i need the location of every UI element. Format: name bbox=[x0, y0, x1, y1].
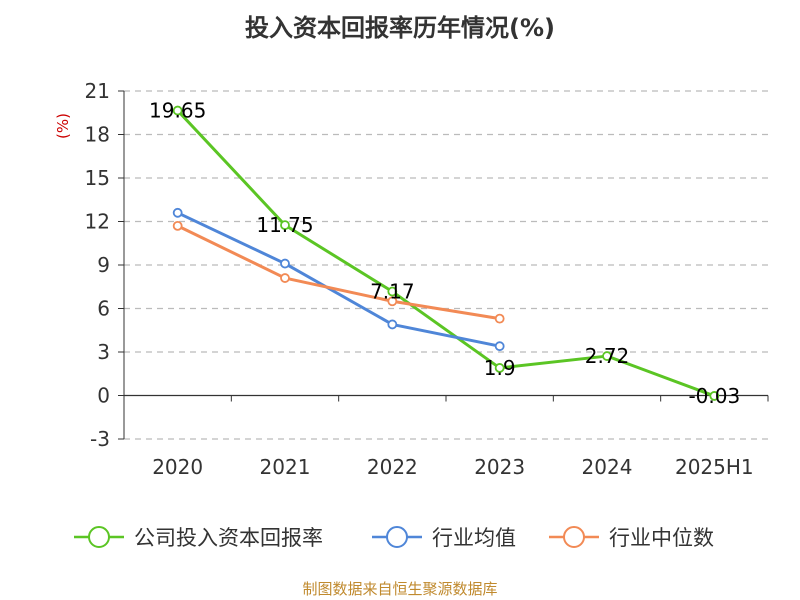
y-tick-label: 12 bbox=[85, 210, 110, 234]
data-label: 1.9 bbox=[484, 356, 516, 380]
y-tick-label: 15 bbox=[85, 166, 110, 190]
x-tick-label: 2025H1 bbox=[675, 455, 754, 479]
line-chart: -3 0 3 6 9 12 15 18 21 2020 2021 2022 2023 2024 2025H1… bbox=[0, 0, 800, 600]
legend-label: 行业均值 bbox=[432, 526, 516, 550]
x-tick-label: 2022 bbox=[367, 455, 418, 479]
data-point bbox=[496, 342, 504, 350]
legend-swatch-marker bbox=[387, 527, 407, 547]
data-point bbox=[496, 315, 504, 323]
data-label: 19.65 bbox=[149, 99, 206, 123]
y-tick-label: 6 bbox=[97, 297, 110, 321]
data-label: 11.75 bbox=[256, 213, 313, 237]
data-point bbox=[174, 222, 182, 230]
x-tick-label: 2020 bbox=[152, 455, 203, 479]
x-tick-label: 2021 bbox=[260, 455, 311, 479]
y-axis-label: (%) bbox=[54, 113, 72, 139]
series-line bbox=[178, 111, 715, 396]
source-note: 制图数据来自恒生聚源数据库 bbox=[0, 578, 800, 599]
series-line bbox=[178, 226, 500, 319]
data-label: 7.17 bbox=[370, 280, 415, 304]
x-tick-label: 2024 bbox=[582, 455, 633, 479]
data-label: 2.72 bbox=[585, 344, 630, 368]
y-tick-label: 9 bbox=[97, 253, 110, 277]
legend-label: 行业中位数 bbox=[609, 526, 714, 550]
y-tick-label: 18 bbox=[85, 123, 110, 147]
y-tick-label: -3 bbox=[90, 427, 110, 451]
y-tick-label: 0 bbox=[97, 384, 110, 408]
series-line bbox=[178, 213, 500, 346]
data-point bbox=[281, 274, 289, 282]
legend-swatch-marker bbox=[564, 527, 584, 547]
y-tick-label: 3 bbox=[97, 340, 110, 364]
y-tick-label: 21 bbox=[85, 79, 110, 103]
data-point bbox=[281, 260, 289, 268]
legend-label: 公司投入资本回报率 bbox=[134, 526, 323, 550]
legend-swatch-marker bbox=[89, 527, 109, 547]
data-label: -0.03 bbox=[688, 384, 740, 408]
x-tick-label: 2023 bbox=[474, 455, 525, 479]
data-point bbox=[174, 209, 182, 217]
data-point bbox=[388, 320, 396, 328]
